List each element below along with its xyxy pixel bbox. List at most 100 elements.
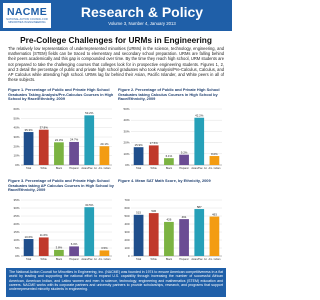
x-tick-label: Asian/Pac. Isl. <box>191 258 207 261</box>
y-tick-label: 50% <box>13 116 19 120</box>
y-tick-label: 20% <box>13 144 19 148</box>
y-tick-label: 20% <box>13 222 19 226</box>
header: NACME NATIONAL ACTION COUNCIL FOR MINORI… <box>0 0 232 31</box>
value-label: 493 <box>212 212 217 216</box>
y-tick-label: 700 <box>124 198 129 202</box>
document-title: Pre-College Challenges for URMs in Engin… <box>20 35 212 45</box>
bar <box>194 117 205 165</box>
bar <box>209 216 220 256</box>
value-label: 37.8% <box>40 126 49 130</box>
figure-title: Figure 1. Percentage of Public and Priva… <box>8 87 114 102</box>
x-tick-label: Total <box>136 167 142 170</box>
y-tick-label: 10% <box>123 152 129 156</box>
bar <box>99 146 110 165</box>
x-tick-label: Hispanic <box>69 258 79 261</box>
y-tick-label: 100 <box>124 246 129 250</box>
chart: 0% 10% 20% 30% 40% 50% 15.9% Total 17.5% White 6.1… <box>123 107 222 170</box>
page: NACME NATIONAL ACTION COUNCIL FOR MINORI… <box>0 0 232 297</box>
x-tick-label: Black <box>166 258 173 261</box>
y-tick-label: 5% <box>15 246 20 250</box>
value-label: 8.0% <box>211 152 218 156</box>
x-tick-label: Hispanic <box>179 167 189 170</box>
value-label: 3.5% <box>101 246 108 250</box>
y-tick-label: 10% <box>13 154 19 158</box>
value-label: 24.3% <box>55 138 64 142</box>
y-tick-label: 30% <box>123 129 129 133</box>
value-label: 10.6% <box>24 235 33 239</box>
x-tick-label: Asian/Pac. Isl. <box>81 167 97 170</box>
y-tick-label: 20% <box>123 141 129 145</box>
figure-title: Figure 2. Percentage of Public and Priva… <box>118 87 220 102</box>
bar <box>23 239 34 256</box>
value-label: 587 <box>197 205 202 209</box>
bar <box>133 214 144 256</box>
volume: Volume 3, Number 4, January 2013 <box>108 21 176 26</box>
bar <box>84 207 95 256</box>
x-tick-label: Hispanic <box>69 167 79 170</box>
logo-word: NACME <box>7 6 47 18</box>
bar <box>84 115 95 165</box>
bar <box>54 142 64 165</box>
value-label: 35.3% <box>24 128 33 132</box>
x-tick-label: Total <box>136 258 142 261</box>
figure-title: Figure 4. Mean SAT Math Score, by Ethnic… <box>118 178 211 183</box>
header-title: Research & Policy <box>80 4 204 20</box>
y-tick-label: 10% <box>13 238 19 242</box>
x-tick-label: Asian/Pac. Isl. <box>191 167 207 170</box>
y-tick-label: 0% <box>15 163 20 167</box>
x-tick-label: White <box>151 258 158 261</box>
figure: Figure 3. Percentage of Public and Priva… <box>8 178 114 265</box>
value-label: 6.0% <box>71 242 78 246</box>
figure-title: Figure 3. Percentage of Public and Priva… <box>8 178 114 193</box>
bar <box>54 249 64 256</box>
x-tick-label: Black <box>166 167 173 170</box>
y-tick-label: 0% <box>15 254 20 258</box>
logo: NACME NATIONAL ACTION COUNCIL FOR MINORI… <box>3 3 51 28</box>
bar <box>194 209 205 256</box>
value-label: 9.2% <box>181 150 188 154</box>
footer-text: The National Action Council for Minoriti… <box>9 270 223 292</box>
bar <box>133 147 144 165</box>
value-label: 20.1% <box>100 142 109 146</box>
x-tick-label: Asian/Pac. Isl. <box>81 258 97 261</box>
x-tick-label: Black <box>56 258 63 261</box>
bar <box>38 237 49 256</box>
y-tick-label: 0% <box>125 163 130 167</box>
logo-tagline: NATIONAL ACTION COUNCIL FOR MINORITIES I… <box>6 18 48 24</box>
bar <box>38 129 49 165</box>
y-tick-label: 15% <box>13 230 19 234</box>
y-tick-label: 400 <box>124 222 129 226</box>
value-label: 24.7% <box>70 138 79 142</box>
bar <box>148 213 159 256</box>
bar <box>69 141 79 165</box>
chart: 0 100 200 300 400 500 600 700 515 Total 536 White 42… <box>124 198 222 261</box>
value-label: 6.1% <box>166 154 173 158</box>
y-tick-label: 40% <box>13 126 19 130</box>
value-label: 536 <box>151 209 156 213</box>
x-tick-label: Am. Indian <box>98 258 111 261</box>
figure: Figure 1. Percentage of Public and Priva… <box>8 87 114 174</box>
bar <box>69 246 79 256</box>
x-tick-label: Black <box>56 167 63 170</box>
bar <box>164 158 174 165</box>
x-tick-label: Am. Indian <box>208 258 221 261</box>
y-tick-label: 300 <box>124 230 129 234</box>
x-tick-label: White <box>41 167 48 170</box>
chart: 0% 10% 20% 30% 40% 50% 60% 35.3% Total 37.8% White… <box>13 107 112 170</box>
bar <box>179 154 189 165</box>
value-label: 11.6% <box>40 233 48 237</box>
y-tick-label: 25% <box>13 214 19 218</box>
y-tick-label: 30% <box>13 206 19 210</box>
x-tick-label: Total <box>26 258 32 261</box>
x-tick-label: Am. Indian <box>98 167 111 170</box>
value-label: 461 <box>182 215 187 219</box>
bar <box>209 156 220 165</box>
y-tick-label: 500 <box>124 214 129 218</box>
body-text: The relatively low representation of und… <box>8 46 224 83</box>
chart: 0% 5% 10% 15% 20% 25% 30% 35% 10.6% Total 11.6% Whi… <box>13 198 112 261</box>
bar <box>179 219 189 256</box>
x-tick-label: Am. Indian <box>208 167 221 170</box>
y-tick-label: 30% <box>13 135 19 139</box>
value-label: 17.5% <box>150 141 159 145</box>
value-label: 3.8% <box>56 246 63 250</box>
